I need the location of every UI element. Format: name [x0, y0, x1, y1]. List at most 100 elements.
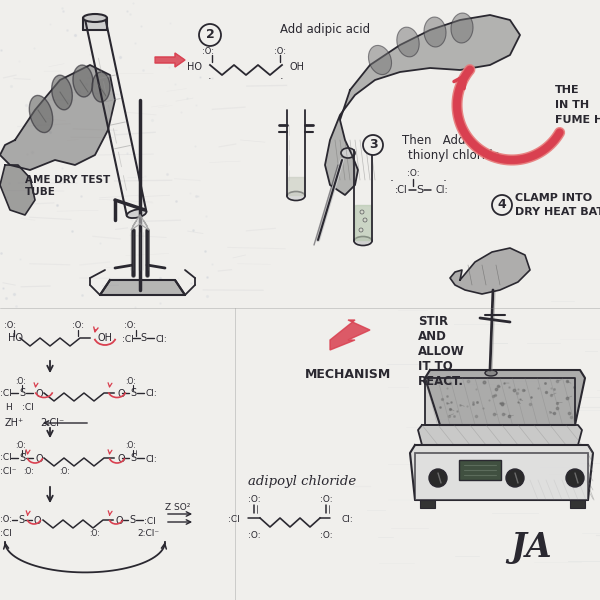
Text: IN TH: IN TH [555, 100, 589, 110]
Circle shape [492, 195, 512, 215]
Text: MECHANISM: MECHANISM [305, 368, 391, 382]
Text: Cl:: Cl: [435, 185, 448, 195]
Text: :O:: :O: [202, 46, 214, 55]
Polygon shape [330, 320, 370, 350]
Text: :Cl: :Cl [0, 454, 12, 463]
Text: Cl:: Cl: [145, 455, 157, 463]
Text: S: S [130, 453, 136, 463]
Text: H: H [5, 403, 12, 412]
Text: :O:: :O: [124, 322, 136, 331]
Text: :O:: :O: [248, 496, 260, 505]
Text: Then   Add: Then Add [402, 133, 466, 146]
Text: :Cl: :Cl [144, 517, 156, 526]
Text: :O:: :O: [89, 529, 100, 539]
Text: :O:: :O: [320, 496, 332, 505]
PathPatch shape [425, 378, 575, 425]
Text: S: S [19, 453, 25, 463]
FancyBboxPatch shape [570, 500, 585, 508]
Text: adipoyl chloride: adipoyl chloride [248, 475, 356, 488]
Ellipse shape [92, 72, 110, 102]
PathPatch shape [425, 370, 585, 425]
Ellipse shape [341, 148, 355, 158]
Text: :O:: :O: [59, 467, 70, 476]
Text: THE: THE [555, 85, 580, 95]
Text: O: O [117, 389, 125, 399]
FancyBboxPatch shape [459, 460, 501, 480]
Text: S: S [416, 185, 424, 195]
Text: OH: OH [290, 62, 305, 72]
PathPatch shape [0, 165, 35, 215]
Text: O: O [34, 516, 41, 526]
Text: 4: 4 [497, 199, 506, 211]
Circle shape [199, 24, 221, 46]
Text: ·: · [443, 175, 447, 188]
Ellipse shape [127, 209, 146, 218]
Text: Cl:: Cl: [145, 389, 157, 398]
Ellipse shape [29, 95, 53, 133]
Text: :Cl: :Cl [22, 403, 34, 412]
Polygon shape [131, 215, 149, 230]
Text: :Cl⁻: :Cl⁻ [0, 467, 17, 476]
Text: :O:: :O: [4, 322, 16, 331]
Text: S: S [130, 388, 136, 398]
Text: DRY HEAT BATH: DRY HEAT BATH [515, 207, 600, 217]
PathPatch shape [418, 425, 582, 445]
Text: :O:: :O: [320, 532, 332, 541]
Text: :Cl: :Cl [228, 515, 240, 524]
Text: 3: 3 [368, 139, 377, 151]
Text: ZH⁺: ZH⁺ [5, 418, 24, 428]
Circle shape [506, 469, 524, 487]
Circle shape [566, 469, 584, 487]
Polygon shape [155, 53, 185, 67]
PathPatch shape [450, 248, 530, 294]
Text: Cl:: Cl: [155, 335, 167, 343]
Text: Add adipic acid: Add adipic acid [280, 23, 370, 37]
Text: :O:: :O: [0, 515, 12, 524]
Text: FUME H: FUME H [555, 115, 600, 125]
Ellipse shape [451, 13, 473, 43]
Text: 2: 2 [206, 28, 214, 41]
Text: O: O [35, 454, 43, 464]
Text: :O:: :O: [14, 442, 25, 451]
Text: HO: HO [187, 62, 202, 72]
Text: :O:: :O: [72, 322, 84, 331]
Circle shape [429, 469, 447, 487]
Text: S: S [19, 388, 25, 398]
Ellipse shape [368, 46, 392, 74]
FancyBboxPatch shape [415, 453, 588, 500]
PathPatch shape [325, 15, 520, 195]
Text: :O:: :O: [125, 377, 136, 385]
Text: S: S [18, 515, 24, 525]
Text: ·: · [280, 74, 284, 84]
Text: :Cl: :Cl [0, 389, 12, 397]
Text: 2:Cl⁻: 2:Cl⁻ [40, 418, 64, 428]
Ellipse shape [424, 17, 446, 47]
Text: O: O [35, 389, 43, 399]
Ellipse shape [485, 370, 497, 376]
Text: :O:: :O: [125, 442, 136, 451]
Ellipse shape [73, 65, 93, 97]
Circle shape [363, 135, 383, 155]
FancyBboxPatch shape [420, 500, 435, 508]
Ellipse shape [83, 14, 107, 22]
Text: thionyl chloride: thionyl chloride [408, 148, 500, 161]
PathPatch shape [0, 65, 115, 170]
Text: O: O [116, 516, 124, 526]
Text: :Cl: :Cl [122, 335, 134, 343]
PathPatch shape [410, 445, 593, 500]
Ellipse shape [52, 75, 73, 110]
Text: :Cl: :Cl [395, 185, 408, 195]
Circle shape [363, 218, 367, 222]
PathPatch shape [100, 280, 185, 295]
Text: CLAMP INTO: CLAMP INTO [515, 193, 592, 203]
Text: ·: · [208, 74, 212, 84]
Text: OH: OH [97, 333, 112, 343]
Circle shape [359, 228, 363, 232]
Text: HO: HO [8, 333, 23, 343]
Text: :O:: :O: [23, 467, 34, 476]
Ellipse shape [287, 191, 305, 200]
Text: Cl:: Cl: [341, 515, 353, 524]
Text: AME DRY TEST
TUBE: AME DRY TEST TUBE [25, 175, 110, 197]
Ellipse shape [354, 236, 372, 245]
Text: 2:Cl⁻: 2:Cl⁻ [137, 529, 159, 539]
